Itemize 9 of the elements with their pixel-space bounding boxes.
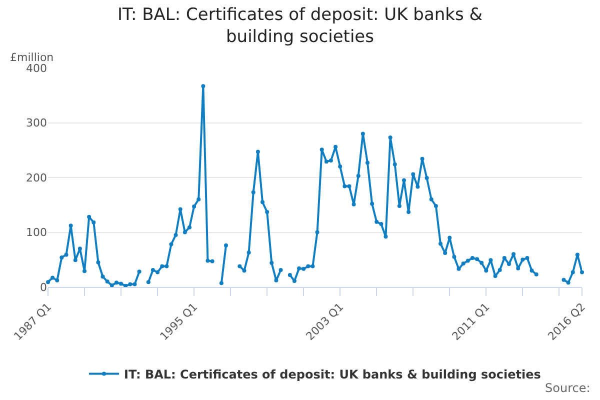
y-tick-label: 400 bbox=[26, 62, 47, 75]
y-tick-label: 0 bbox=[40, 280, 47, 294]
y-tick-label: 300 bbox=[26, 116, 47, 130]
y-axis-title: £million bbox=[10, 51, 54, 64]
legend-label: IT: BAL: Certificates of deposit: UK banks & building societies bbox=[124, 367, 541, 382]
chart-title: IT: BAL: Certificates of deposit: UK banks & building societies bbox=[117, 5, 483, 48]
y-tick-label: 100 bbox=[26, 226, 47, 240]
y-tick-label: 200 bbox=[26, 171, 47, 184]
source-note: Source: bbox=[545, 381, 590, 395]
